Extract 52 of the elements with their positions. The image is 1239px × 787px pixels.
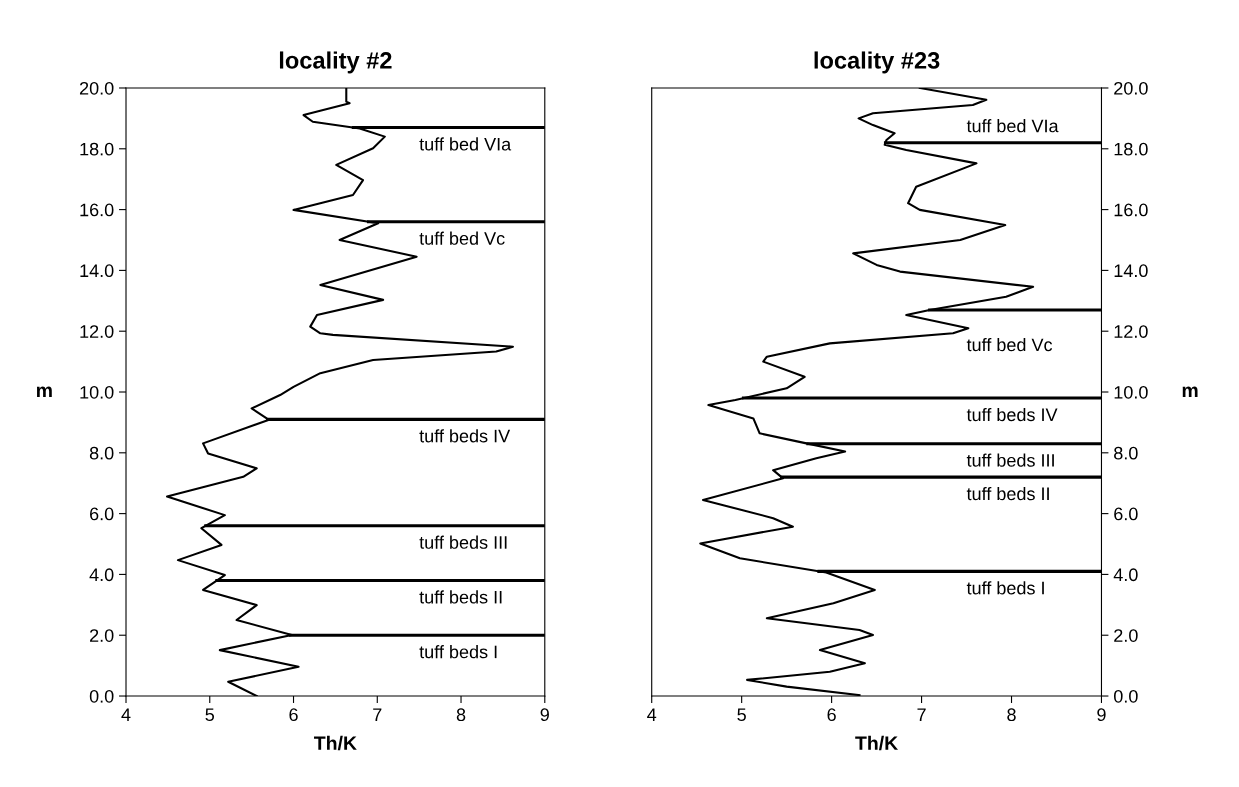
x-tick-label: 4 [121, 708, 131, 721]
y2-axis-title: m [1182, 386, 1198, 398]
ref-line-label: tuff beds I [966, 581, 1044, 595]
y2-tick-label: 18.0 [1114, 142, 1148, 156]
y2-tick-label: 20.0 [1114, 81, 1148, 95]
x-tick-label: 7 [917, 708, 926, 721]
ref-line-label: tuff bed Vc [419, 231, 505, 245]
x-tick-label: 9 [540, 708, 549, 722]
y-tick-label: 0.0 [89, 689, 114, 703]
ref-line-label: tuff beds IV [966, 407, 1058, 422]
ref-line-label: tuff beds III [966, 453, 1054, 467]
ref-line-label: tuff beds II [966, 486, 1049, 501]
y-tick-label: 16.0 [80, 203, 114, 217]
y-tick-label: 20.0 [79, 81, 114, 95]
x-tick-label: 6 [827, 708, 836, 722]
x-tick-label: 4 [647, 708, 657, 721]
chart-title: locality #2 [279, 51, 392, 74]
y2-tick-label: 10.0 [1114, 385, 1148, 399]
ref-line-label: tuff beds IV [419, 429, 511, 443]
x-axis-title: Th/K [855, 735, 899, 751]
y-tick-label: 8.0 [89, 446, 114, 460]
ref-line-label: tuff beds I [419, 645, 497, 659]
y2-tick-label: 4.0 [1113, 568, 1138, 582]
y2-tick-label: 8.0 [1114, 446, 1138, 460]
y2-tick-label: 0.0 [1113, 689, 1138, 703]
y-tick-label: 10.0 [80, 385, 114, 399]
y-tick-label: 2.0 [90, 629, 114, 642]
y2-tick-label: 6.0 [1114, 507, 1138, 521]
x-tick-label: 6 [289, 708, 298, 722]
y-tick-label: 6.0 [90, 507, 114, 521]
y-tick-label: 18.0 [80, 142, 114, 156]
y-axis-title: m [36, 386, 52, 398]
x-tick-label: 8 [1007, 708, 1016, 722]
x-tick-label: 5 [737, 708, 746, 722]
x-tick-label: 5 [205, 708, 215, 722]
y-tick-label: 14.0 [80, 264, 114, 278]
y2-tick-label: 16.0 [1114, 203, 1148, 217]
x-tick-label: 8 [456, 708, 466, 722]
y-tick-label: 4.0 [89, 568, 114, 582]
ref-line-label: tuff bed VIa [419, 137, 512, 151]
x-axis-title: Th/K [314, 735, 357, 751]
ref-line-label: tuff bed VIa [966, 119, 1059, 133]
y2-tick-label: 2.0 [1114, 629, 1138, 642]
x-tick-label: 9 [1097, 708, 1106, 722]
y2-tick-label: 14.0 [1114, 264, 1148, 278]
ref-line-label: tuff bed Vc [966, 337, 1053, 352]
x-tick-label: 7 [373, 708, 382, 721]
y-tick-label: 12.0 [80, 325, 114, 338]
ref-line-label: tuff beds III [419, 535, 507, 549]
chart-title: locality #23 [814, 51, 940, 74]
ref-line-label: tuff beds II [419, 590, 502, 604]
y2-tick-label: 12.0 [1114, 325, 1148, 338]
